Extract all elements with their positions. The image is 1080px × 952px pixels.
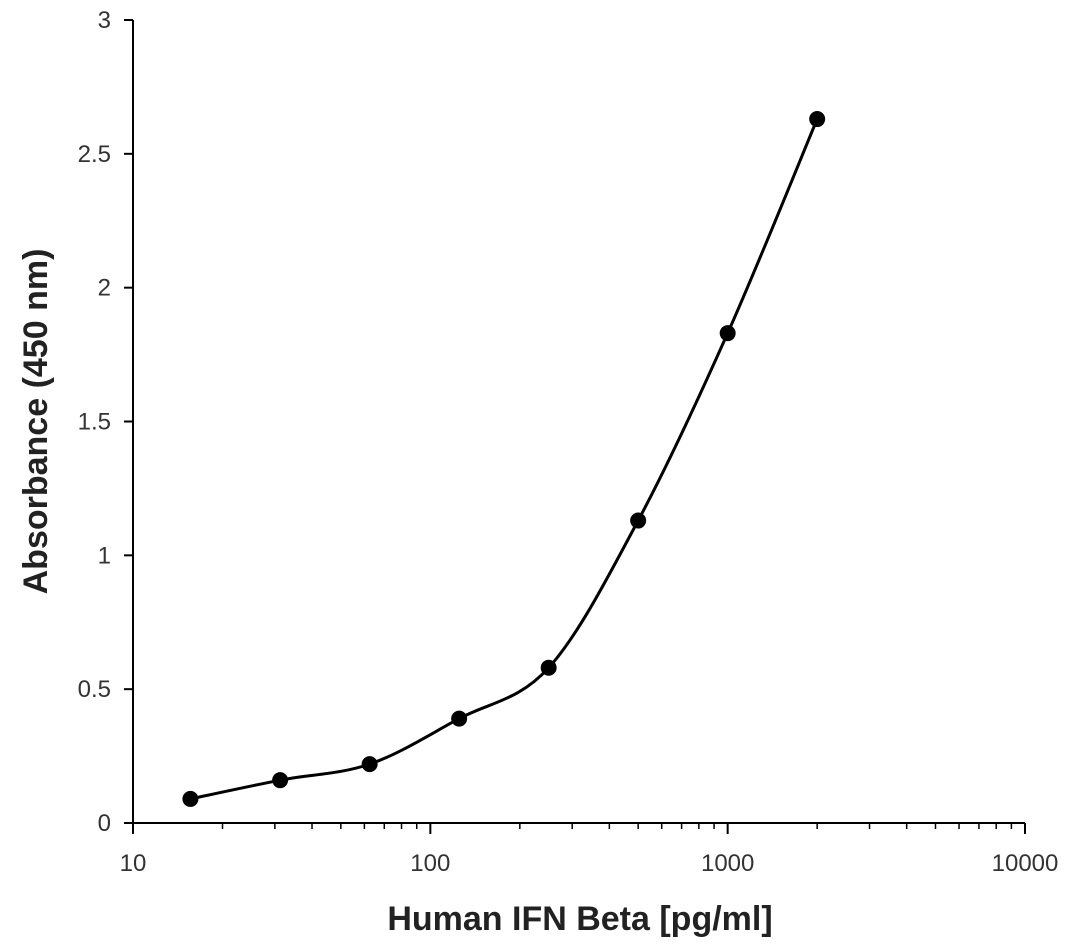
y-tick-label: 1: [98, 542, 111, 569]
axes: [132, 20, 1025, 824]
y-tick-label: 2: [98, 275, 111, 302]
data-point: [630, 512, 647, 529]
y-tick-label: 3: [98, 7, 111, 34]
series-layer: [182, 111, 826, 807]
series-line: [190, 118, 819, 801]
data-point: [451, 710, 468, 727]
data-point: [719, 325, 736, 342]
data-point: [182, 790, 199, 807]
y-axis-ticks: 0 0.5 1 1.5 2 2.5 3: [78, 7, 133, 837]
data-point: [272, 772, 289, 789]
x-axis-ticks: 10 100 1000 10000: [120, 823, 1059, 877]
y-tick-label: 0.5: [78, 676, 111, 703]
y-tick-label: 1.5: [78, 409, 111, 436]
x-tick-label: 1000: [701, 850, 754, 877]
x-axis-title: Human IFN Beta [pg/ml]: [387, 900, 772, 938]
x-tick-label: 10000: [992, 850, 1059, 877]
x-tick-label: 10: [120, 850, 147, 877]
y-tick-label: 0: [98, 810, 111, 837]
x-tick-label: 100: [410, 850, 450, 877]
y-tick-label: 2.5: [78, 141, 111, 168]
data-point: [361, 756, 378, 773]
data-point: [540, 659, 557, 676]
data-point: [809, 111, 826, 128]
y-axis-title: Absorbance (450 nm): [17, 249, 55, 595]
